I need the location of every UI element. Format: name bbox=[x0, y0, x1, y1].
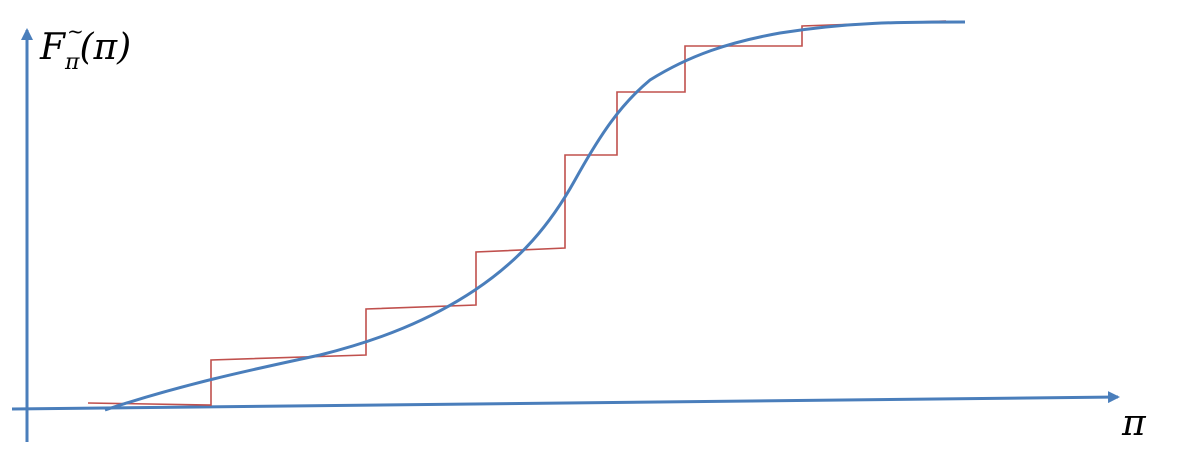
y-axis-argument: (π) bbox=[79, 27, 132, 68]
y-axis-label: F ~ π(π) bbox=[40, 19, 132, 75]
y-axis-subscript: π bbox=[64, 50, 80, 75]
smooth-cdf-curve bbox=[104, 20, 966, 412]
x-axis bbox=[11, 391, 1120, 411]
empirical-cdf-step bbox=[87, 20, 947, 406]
y-axis-tilde: ~ bbox=[66, 19, 84, 43]
x-axis-label: π bbox=[1122, 403, 1146, 444]
y-axis-func: F bbox=[40, 27, 65, 68]
